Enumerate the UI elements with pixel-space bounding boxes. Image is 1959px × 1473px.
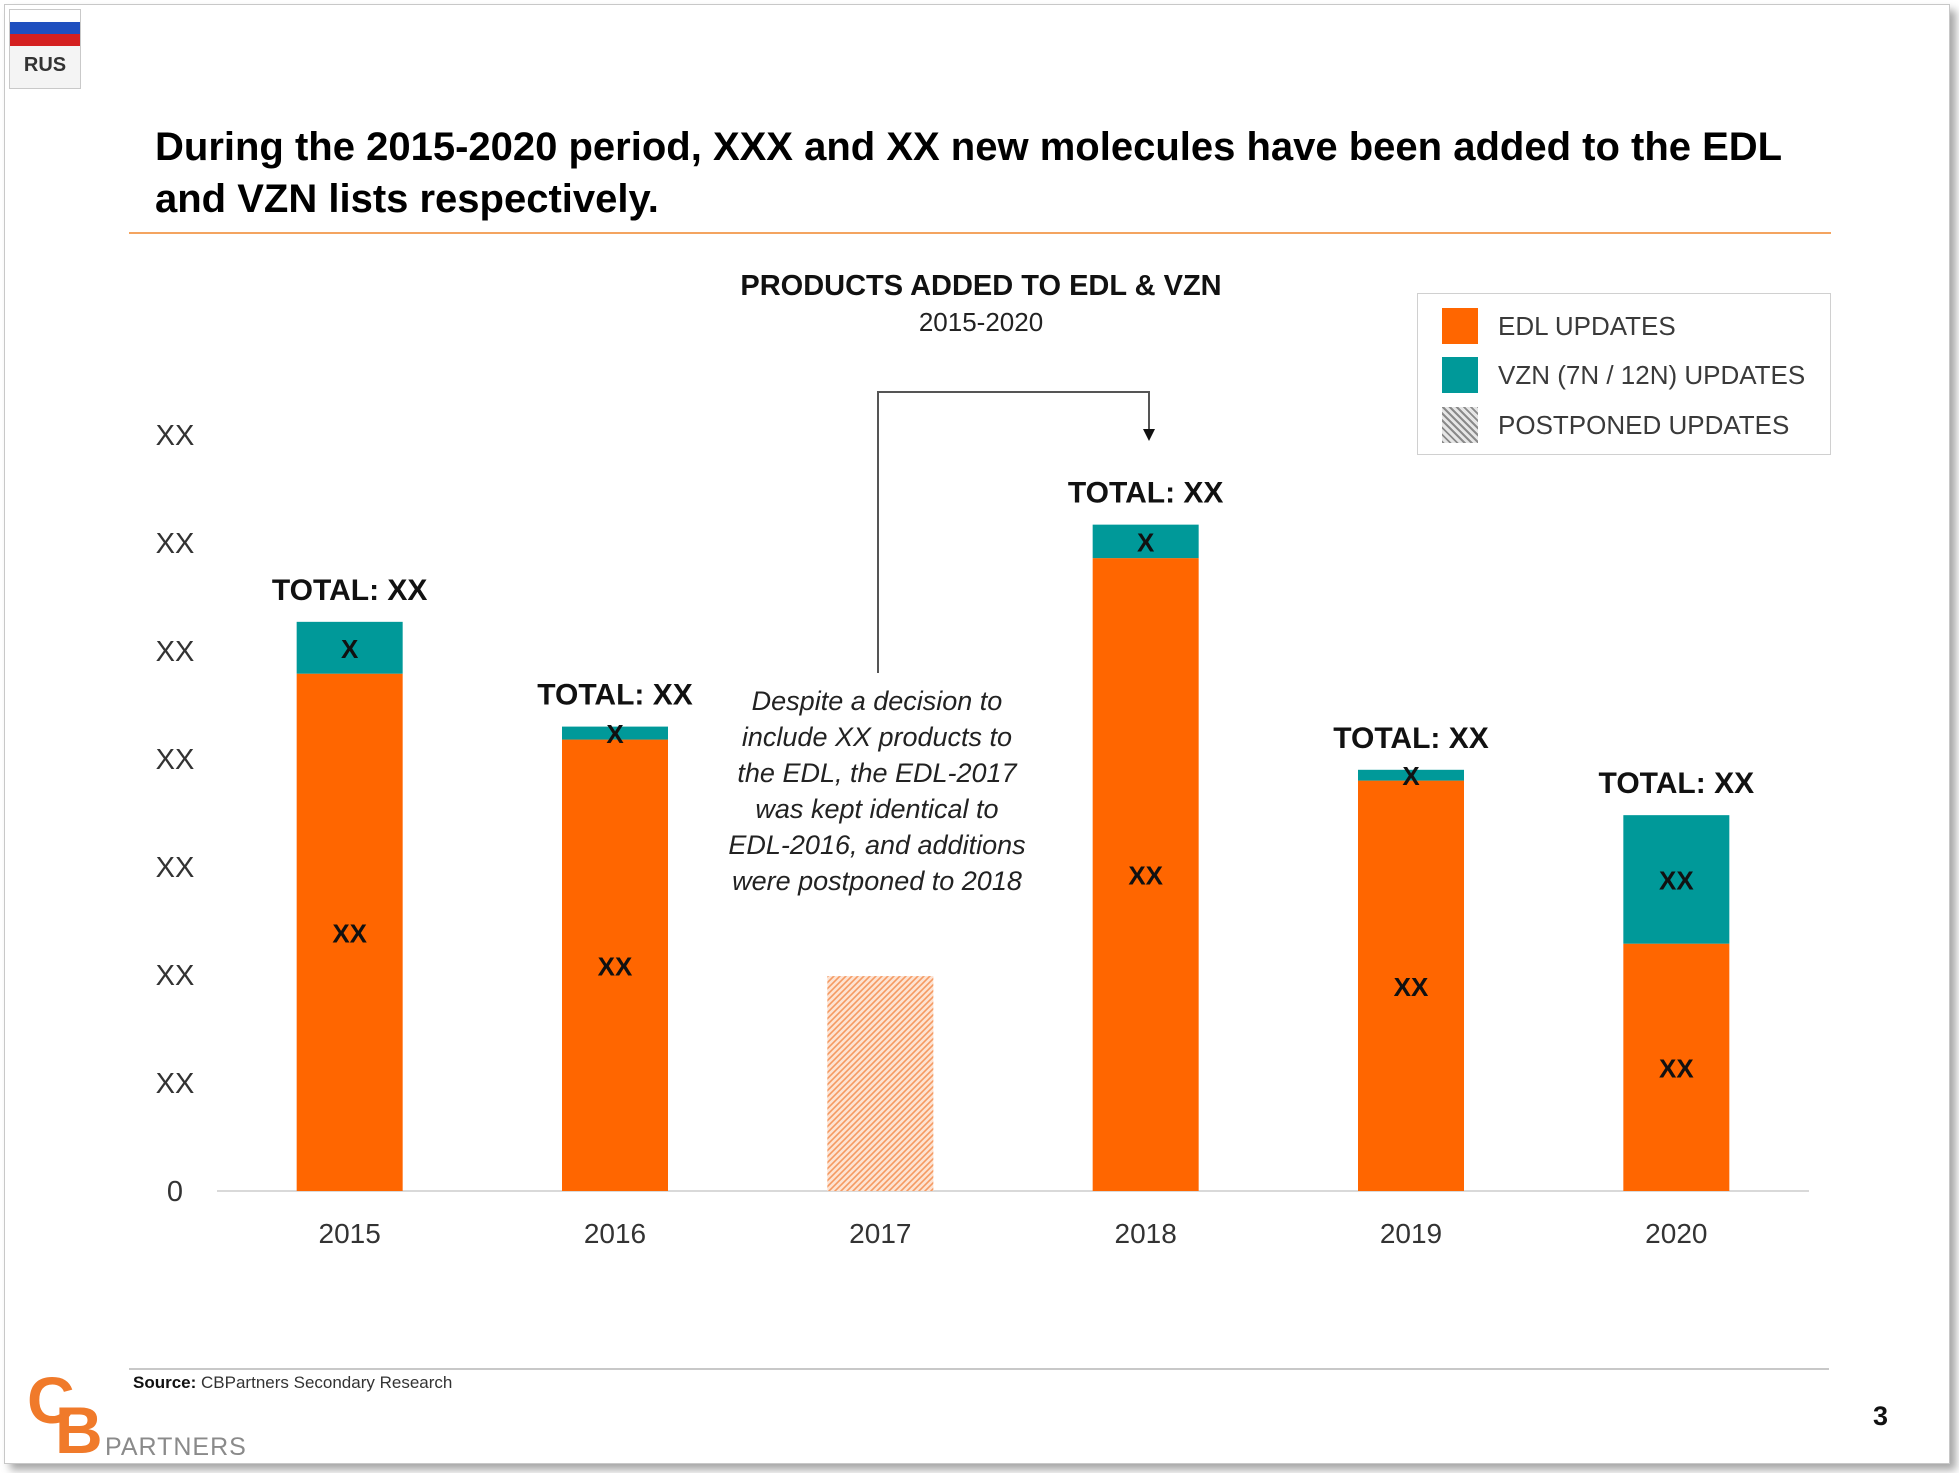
x-tick-label: 2019: [1380, 1218, 1442, 1249]
legend-item-vzn: VZN (7N / 12N) UPDATES: [1442, 357, 1805, 393]
logo-c: C: [27, 1363, 75, 1437]
segment-value-label: XX: [598, 951, 633, 981]
y-tick-label: XX: [156, 420, 195, 452]
segment-value-label: XX: [1659, 1053, 1694, 1083]
headline-divider: [129, 232, 1831, 234]
legend-item-edl: EDL UPDATES: [1442, 308, 1676, 344]
chart-legend: EDL UPDATES VZN (7N / 12N) UPDATES POSTP…: [1417, 293, 1831, 455]
page-number: 3: [1873, 1401, 1889, 1431]
y-tick-label: XX: [156, 744, 195, 776]
segment-value-label: X: [341, 634, 359, 664]
segment-value-label: XX: [1128, 861, 1163, 891]
bar-segment-edl: [296, 673, 403, 1191]
legend-swatch-vzn: [1442, 357, 1478, 393]
y-tick-label: XX: [156, 636, 195, 668]
legend-label-edl: EDL UPDATES: [1498, 310, 1676, 341]
logo-b: B: [55, 1393, 103, 1464]
russia-flag-icon: RUS: [9, 9, 81, 89]
stacked-bar-chart: PRODUCTS ADDED TO EDL & VZN 2015-2020 0 X…: [156, 270, 1809, 1249]
bar-segment-edl: [1092, 558, 1199, 1191]
source-note: Source: CBPartners Secondary Research: [133, 1373, 452, 1393]
y-tick-label: XX: [156, 1068, 195, 1100]
bar-segment-vzn: [1092, 524, 1199, 559]
bar-segment-edl: [1623, 943, 1730, 1191]
x-tick-label: 2015: [319, 1218, 381, 1249]
segment-value-label: XX: [332, 918, 367, 948]
bar-segment-postponed: [827, 976, 934, 1191]
total-label: TOTAL: XX: [537, 679, 693, 712]
segment-value-label: X: [606, 719, 624, 749]
legend-label-postponed: POSTPONED UPDATES: [1498, 409, 1790, 440]
annotation-arrow: [877, 391, 1150, 673]
segment-value-label: XX: [1659, 865, 1694, 895]
total-label: TOTAL: XX: [272, 574, 428, 607]
y-axis: 0 XX XX XX XX XX XX XX: [156, 420, 195, 1208]
bar-segment-edl: [1358, 780, 1464, 1191]
y-tick-label: 0: [167, 1176, 183, 1208]
legend-swatch-postponed: [1442, 407, 1478, 443]
total-label: TOTAL: XX: [1068, 477, 1224, 510]
legend-item-postponed: POSTPONED UPDATES: [1442, 407, 1789, 443]
slide-headline: During the 2015-2020 period, XXX and XX …: [155, 125, 1782, 221]
legend-swatch-edl: [1442, 308, 1478, 344]
slide: RUS During the 2015-2020 period, XXX and…: [4, 4, 1950, 1464]
logo-partners: PARTNERS: [105, 1433, 247, 1461]
x-tick-label: 2017: [849, 1218, 911, 1249]
source-text: CBPartners Secondary Research: [196, 1373, 453, 1392]
postponed-annotation: Despite a decision to include XX product…: [728, 686, 1026, 896]
bar-segment-vzn: [1623, 815, 1730, 944]
segment-value-label: X: [1402, 761, 1420, 791]
chart-title: PRODUCTS ADDED TO EDL & VZN: [740, 270, 1221, 302]
x-tick-label: 2018: [1115, 1218, 1177, 1249]
y-tick-label: XX: [156, 852, 195, 884]
source-label: Source:: [133, 1373, 197, 1392]
footer-divider: [129, 1368, 1829, 1370]
segment-value-label: XX: [1394, 972, 1429, 1002]
legend-label-vzn: VZN (7N / 12N) UPDATES: [1498, 359, 1806, 390]
y-tick-label: XX: [156, 528, 195, 560]
y-tick-label: XX: [156, 960, 195, 992]
bar-segment-vzn: [1358, 769, 1464, 781]
annotation-arrowhead: [1143, 429, 1155, 441]
bar-segment-edl: [562, 739, 668, 1191]
bar-segment-vzn: [562, 726, 668, 740]
chart-subtitle: 2015-2020: [919, 307, 1043, 337]
x-tick-label: 2020: [1645, 1218, 1707, 1249]
segment-value-label: X: [1137, 527, 1155, 557]
x-tick-label: 2016: [584, 1218, 646, 1249]
country-code: RUS: [23, 54, 67, 76]
total-label: TOTAL: XX: [1599, 767, 1755, 800]
bar-segment-vzn: [296, 621, 403, 674]
total-label: TOTAL: XX: [1333, 722, 1489, 755]
cbpartners-logo: C B PARTNERS: [27, 1367, 267, 1463]
